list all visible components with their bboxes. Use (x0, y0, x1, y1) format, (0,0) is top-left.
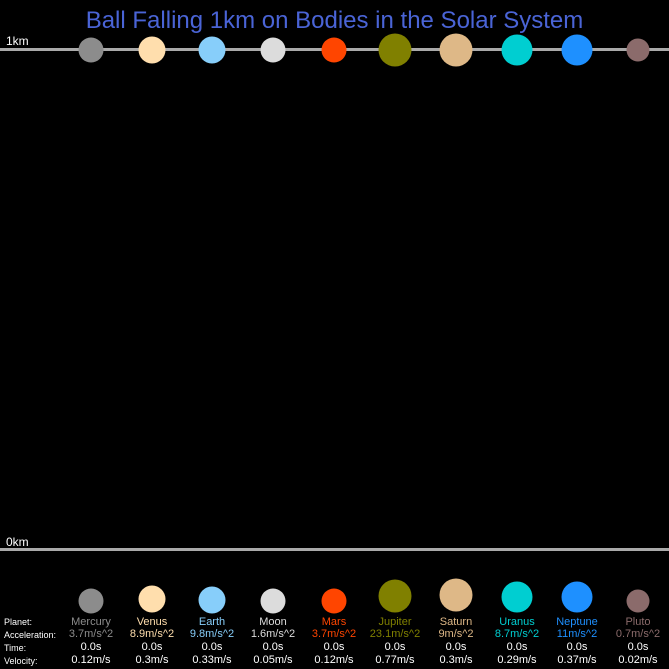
table-cell-venus-acceleration: 8.9m/s^2 (129, 628, 175, 640)
legend-ball-saturn (439, 578, 473, 612)
falling-ball-venus (138, 36, 166, 64)
table-cell-earth-acceleration: 9.8m/s^2 (189, 628, 235, 640)
table-cell-uranus-time: 0.0s (506, 641, 528, 653)
legend-ball-mercury (78, 588, 104, 614)
table-cell-venus-name: Venus (136, 616, 168, 628)
falling-ball-jupiter (378, 33, 412, 67)
legend-ball-jupiter (378, 579, 412, 613)
table-cell-pluto-acceleration: 0.7m/s^2 (615, 628, 661, 640)
table-cell-earth-velocity: 0.33m/s (192, 654, 232, 666)
table-cell-uranus-acceleration: 8.7m/s^2 (494, 628, 540, 640)
legend-ball-neptune (561, 581, 593, 613)
table-cell-jupiter-time: 0.0s (384, 641, 406, 653)
legend-ball-uranus (501, 581, 533, 613)
table-cell-neptune-acceleration: 11m/s^2 (556, 628, 598, 640)
table-cell-saturn-time: 0.0s (445, 641, 467, 653)
table-cell-jupiter-name: Jupiter (378, 616, 412, 628)
table-cell-moon-name: Moon (259, 616, 287, 628)
row-label-acceleration: Acceleration: (4, 630, 57, 640)
bottom-scale-label: 0km (6, 535, 29, 549)
legend-ball-pluto (626, 589, 650, 613)
table-cell-neptune-name: Neptune (556, 616, 598, 628)
table-cell-neptune-velocity: 0.37m/s (557, 654, 597, 666)
table-cell-venus-velocity: 0.3m/s (135, 654, 169, 666)
table-cell-moon-time: 0.0s (262, 641, 284, 653)
table-cell-saturn-acceleration: 9m/s^2 (438, 628, 474, 640)
row-label-time: Time: (4, 643, 27, 653)
table-cell-pluto-name: Pluto (625, 616, 651, 628)
falling-ball-saturn (439, 33, 473, 67)
table-cell-venus-time: 0.0s (141, 641, 163, 653)
legend-ball-mars (321, 588, 347, 614)
table-cell-neptune-time: 0.0s (566, 641, 588, 653)
legend-ball-moon (260, 588, 286, 614)
falling-ball-pluto (626, 38, 650, 62)
table-cell-jupiter-velocity: 0.77m/s (375, 654, 415, 666)
falling-ball-earth (198, 36, 226, 64)
table-cell-uranus-name: Uranus (499, 616, 535, 628)
falling-ball-moon (260, 37, 286, 63)
falling-ball-mars (321, 37, 347, 63)
ground-line (0, 548, 669, 551)
table-cell-mercury-name: Mercury (71, 616, 111, 628)
table-cell-earth-time: 0.0s (201, 641, 223, 653)
falling-ball-neptune (561, 34, 593, 66)
table-cell-mercury-acceleration: 3.7m/s^2 (68, 628, 114, 640)
table-cell-jupiter-acceleration: 23.1m/s^2 (369, 628, 421, 640)
table-cell-mercury-velocity: 0.12m/s (71, 654, 111, 666)
top-scale-label: 1km (6, 34, 29, 48)
row-label-velocity: Velocity: (4, 656, 38, 666)
table-cell-uranus-velocity: 0.29m/s (497, 654, 537, 666)
table-cell-mercury-time: 0.0s (80, 641, 102, 653)
table-cell-pluto-time: 0.0s (627, 641, 649, 653)
table-cell-moon-acceleration: 1.6m/s^2 (250, 628, 296, 640)
legend-ball-venus (138, 585, 166, 613)
table-cell-mars-time: 0.0s (323, 641, 345, 653)
table-cell-pluto-velocity: 0.02m/s (618, 654, 658, 666)
falling-ball-mercury (78, 37, 104, 63)
page-title: Ball Falling 1km on Bodies in the Solar … (85, 7, 584, 34)
table-cell-saturn-velocity: 0.3m/s (439, 654, 473, 666)
table-cell-mars-acceleration: 3.7m/s^2 (311, 628, 357, 640)
falling-ball-uranus (501, 34, 533, 66)
table-cell-moon-velocity: 0.05m/s (253, 654, 293, 666)
table-cell-mars-velocity: 0.12m/s (314, 654, 354, 666)
table-cell-saturn-name: Saturn (439, 616, 473, 628)
row-label-planet: Planet: (4, 617, 33, 627)
table-cell-mars-name: Mars (321, 616, 347, 628)
table-cell-earth-name: Earth (198, 616, 226, 628)
legend-ball-earth (198, 586, 226, 614)
